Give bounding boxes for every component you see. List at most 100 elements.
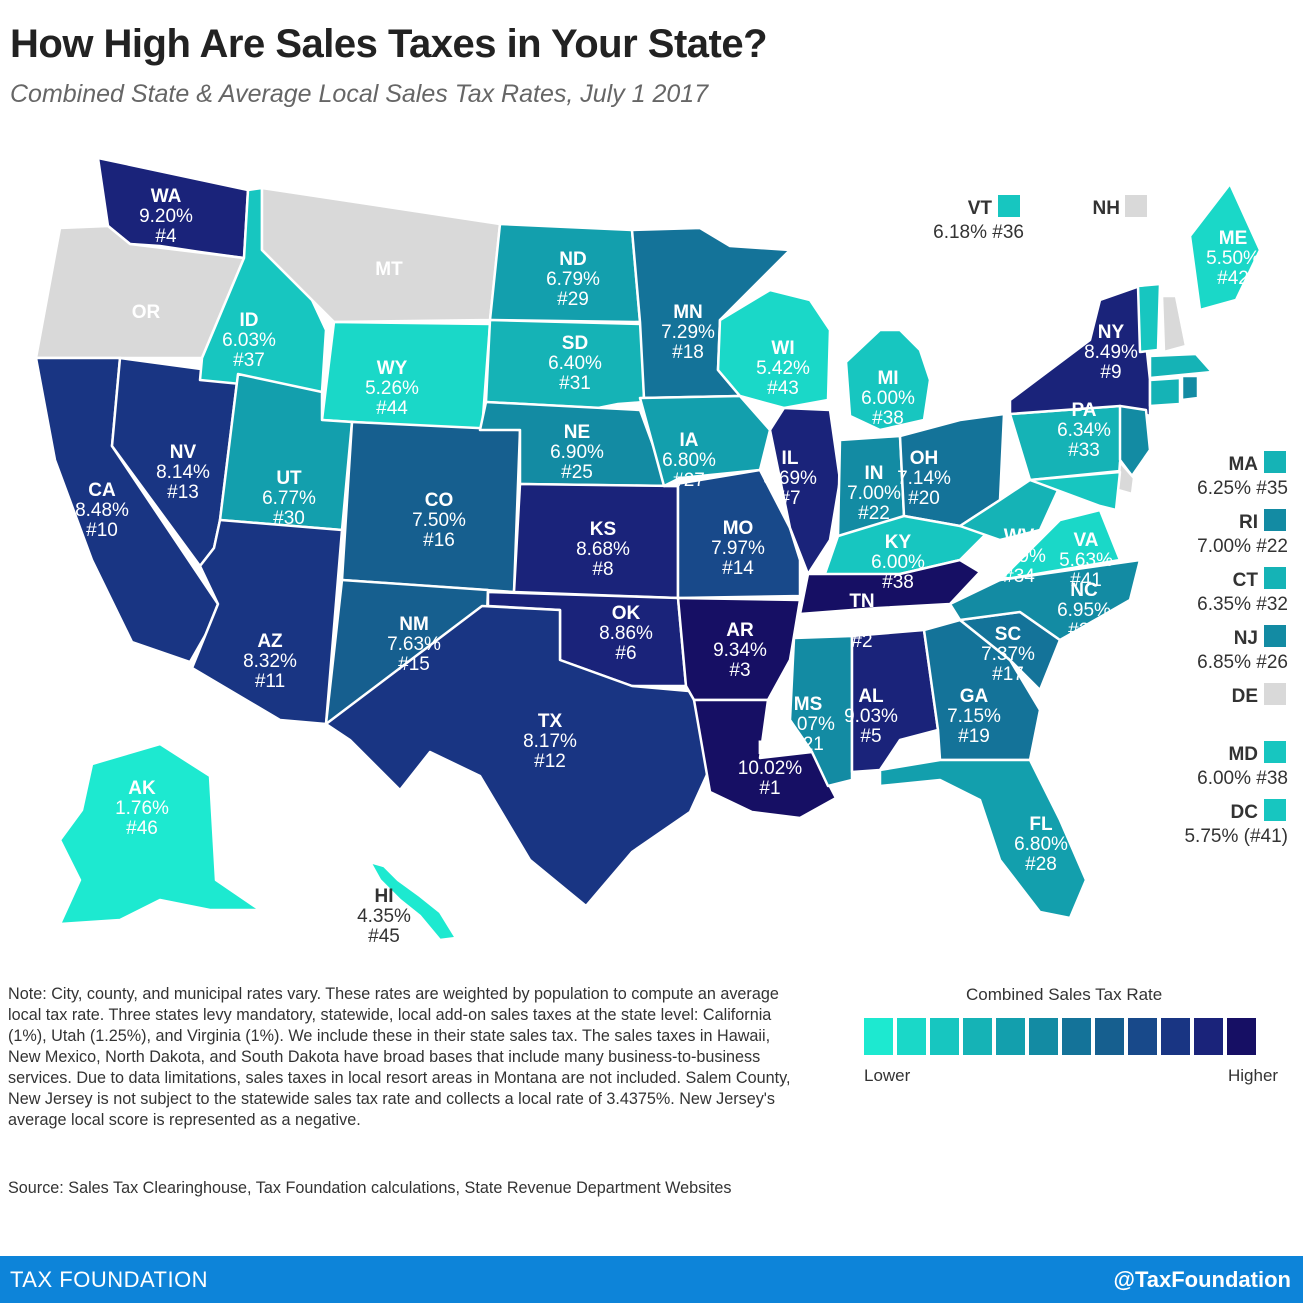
state-tx[interactable] bbox=[324, 604, 712, 908]
legend-high-label: Higher bbox=[1228, 1066, 1279, 1085]
state-abbr: WA bbox=[151, 186, 182, 207]
state-label-ia: IA 6.80% #27 bbox=[662, 430, 716, 491]
state-rate: 8.68% bbox=[576, 539, 630, 560]
rhode-island-shape[interactable] bbox=[1180, 374, 1200, 402]
side-abbr-de: DE bbox=[1232, 686, 1258, 707]
new-jersey-shape[interactable] bbox=[1118, 404, 1152, 478]
maryland-shape[interactable] bbox=[1028, 470, 1122, 512]
state-rank: #14 bbox=[722, 558, 754, 579]
state-label-il: IL 8.69% #7 bbox=[763, 448, 817, 509]
legend-swatch bbox=[1128, 1018, 1157, 1055]
state-rank: #41 bbox=[1070, 570, 1102, 591]
state-abbr: OR bbox=[132, 302, 161, 323]
state-rate: 7.14% bbox=[897, 468, 951, 489]
legend-color-scale bbox=[864, 1018, 1256, 1055]
legend-swatch bbox=[1227, 1018, 1256, 1055]
state-mo[interactable] bbox=[662, 468, 802, 600]
state-rate: 9.45% bbox=[835, 611, 889, 632]
state-label-nv: NV 8.14% #13 bbox=[156, 442, 210, 503]
page-title: How High Are Sales Taxes in Your State? bbox=[10, 22, 768, 66]
state-rank: #2 bbox=[851, 631, 872, 652]
footer-handle-link[interactable]: @TaxFoundation bbox=[1113, 1267, 1291, 1292]
side-value-ri: 7.00% #22 bbox=[1197, 536, 1288, 557]
state-ak[interactable] bbox=[58, 742, 262, 926]
legend-swatch bbox=[1029, 1018, 1058, 1055]
state-rank: #27 bbox=[673, 470, 705, 491]
state-rank: #19 bbox=[958, 726, 990, 747]
state-label-fl: FL 6.80% #28 bbox=[1014, 814, 1068, 875]
state-label-ny: NY 8.49% #9 bbox=[1084, 322, 1138, 383]
state-abbr: LA bbox=[757, 738, 783, 759]
state-rank: #21 bbox=[792, 734, 824, 755]
state-rank: #4 bbox=[155, 226, 177, 247]
footer-brand: TAX FOUNDATION bbox=[10, 1267, 209, 1292]
state-label-ks: KS 8.68% #8 bbox=[576, 519, 630, 580]
state-abbr: SD bbox=[562, 333, 588, 354]
state-abbr: OH bbox=[910, 448, 939, 469]
state-rank: #44 bbox=[376, 398, 408, 419]
state-rank: #8 bbox=[592, 559, 613, 580]
state-rank: #31 bbox=[559, 373, 591, 394]
state-rate: 6.80% bbox=[1014, 834, 1068, 855]
state-rate: 6.29% bbox=[992, 546, 1046, 567]
state-rate: 7.63% bbox=[387, 634, 441, 655]
vermont-shape[interactable] bbox=[1136, 282, 1162, 354]
state-label-pa: PA 6.34% #33 bbox=[1057, 400, 1111, 461]
state-rate: 7.37% bbox=[981, 644, 1035, 665]
state-az[interactable] bbox=[190, 518, 344, 726]
state-label-hi: HI 4.35% #45 bbox=[357, 886, 411, 947]
state-abbr: MT bbox=[375, 259, 403, 280]
state-tn[interactable] bbox=[798, 558, 982, 616]
state-me[interactable] bbox=[1188, 182, 1262, 312]
state-rate: 9.34% bbox=[713, 640, 767, 661]
state-label-ca: CA 8.48% #10 bbox=[75, 480, 129, 541]
vt-callout-abbr: VT bbox=[968, 198, 993, 219]
state-rank: #33 bbox=[1068, 440, 1100, 461]
state-rank: #43 bbox=[767, 378, 799, 399]
page-subtitle: Combined State & Average Local Sales Tax… bbox=[10, 80, 709, 108]
state-rate: 8.69% bbox=[763, 468, 817, 489]
state-label-va: VA 5.63% #41 bbox=[1059, 530, 1113, 591]
state-label-nc: NC 6.95% #24 bbox=[1057, 580, 1111, 641]
side-abbr-ri: RI bbox=[1239, 512, 1258, 533]
side-abbr-dc: DC bbox=[1231, 802, 1259, 823]
state-label-sc: SC 7.37% #17 bbox=[981, 624, 1035, 685]
state-hi[interactable] bbox=[368, 860, 458, 942]
state-rate: 1.76% bbox=[115, 798, 169, 819]
state-rate: 5.42% bbox=[756, 358, 810, 379]
state-label-ar: AR 9.34% #3 bbox=[713, 620, 767, 681]
state-va[interactable] bbox=[998, 508, 1122, 582]
state-rate: 7.29% bbox=[661, 322, 715, 343]
state-wi[interactable] bbox=[716, 288, 832, 410]
state-rank: #38 bbox=[872, 408, 904, 429]
state-abbr: NC bbox=[1070, 580, 1098, 601]
massachusetts-shape[interactable] bbox=[1148, 352, 1214, 380]
state-rate: 4.35% bbox=[357, 906, 411, 927]
state-mi[interactable] bbox=[844, 328, 932, 432]
callouts-layer: VT 6.18% #36 NH bbox=[933, 195, 1147, 243]
state-rank: #13 bbox=[167, 482, 199, 503]
state-rank: #22 bbox=[858, 503, 890, 524]
state-label-or: OR bbox=[132, 302, 161, 323]
legend-low-label: Lower bbox=[864, 1066, 911, 1085]
state-label-me: ME 5.50% #42 bbox=[1206, 228, 1260, 289]
state-la[interactable] bbox=[692, 698, 838, 820]
state-rank: #42 bbox=[1217, 268, 1249, 289]
state-label-nd: ND 6.79% #29 bbox=[546, 249, 600, 310]
state-rank: #6 bbox=[615, 643, 636, 664]
legend-swatch bbox=[963, 1018, 992, 1055]
state-fl[interactable] bbox=[878, 758, 1088, 920]
state-rate: 6.00% bbox=[871, 552, 925, 573]
footer-bar: TAX FOUNDATION @TaxFoundation bbox=[0, 1256, 1303, 1303]
side-swatch-ct bbox=[1264, 567, 1286, 589]
state-rank: #3 bbox=[729, 660, 750, 681]
new-hampshire-shape[interactable] bbox=[1160, 294, 1188, 354]
side-abbr-ma: MA bbox=[1228, 454, 1258, 475]
state-il[interactable] bbox=[768, 406, 842, 576]
state-rank: #30 bbox=[273, 508, 305, 529]
state-abbr: ME bbox=[1219, 228, 1248, 249]
state-rank: #7 bbox=[779, 488, 800, 509]
connecticut-shape[interactable] bbox=[1148, 376, 1182, 408]
state-rate: 6.79% bbox=[546, 269, 600, 290]
state-rate: 6.40% bbox=[548, 353, 602, 374]
